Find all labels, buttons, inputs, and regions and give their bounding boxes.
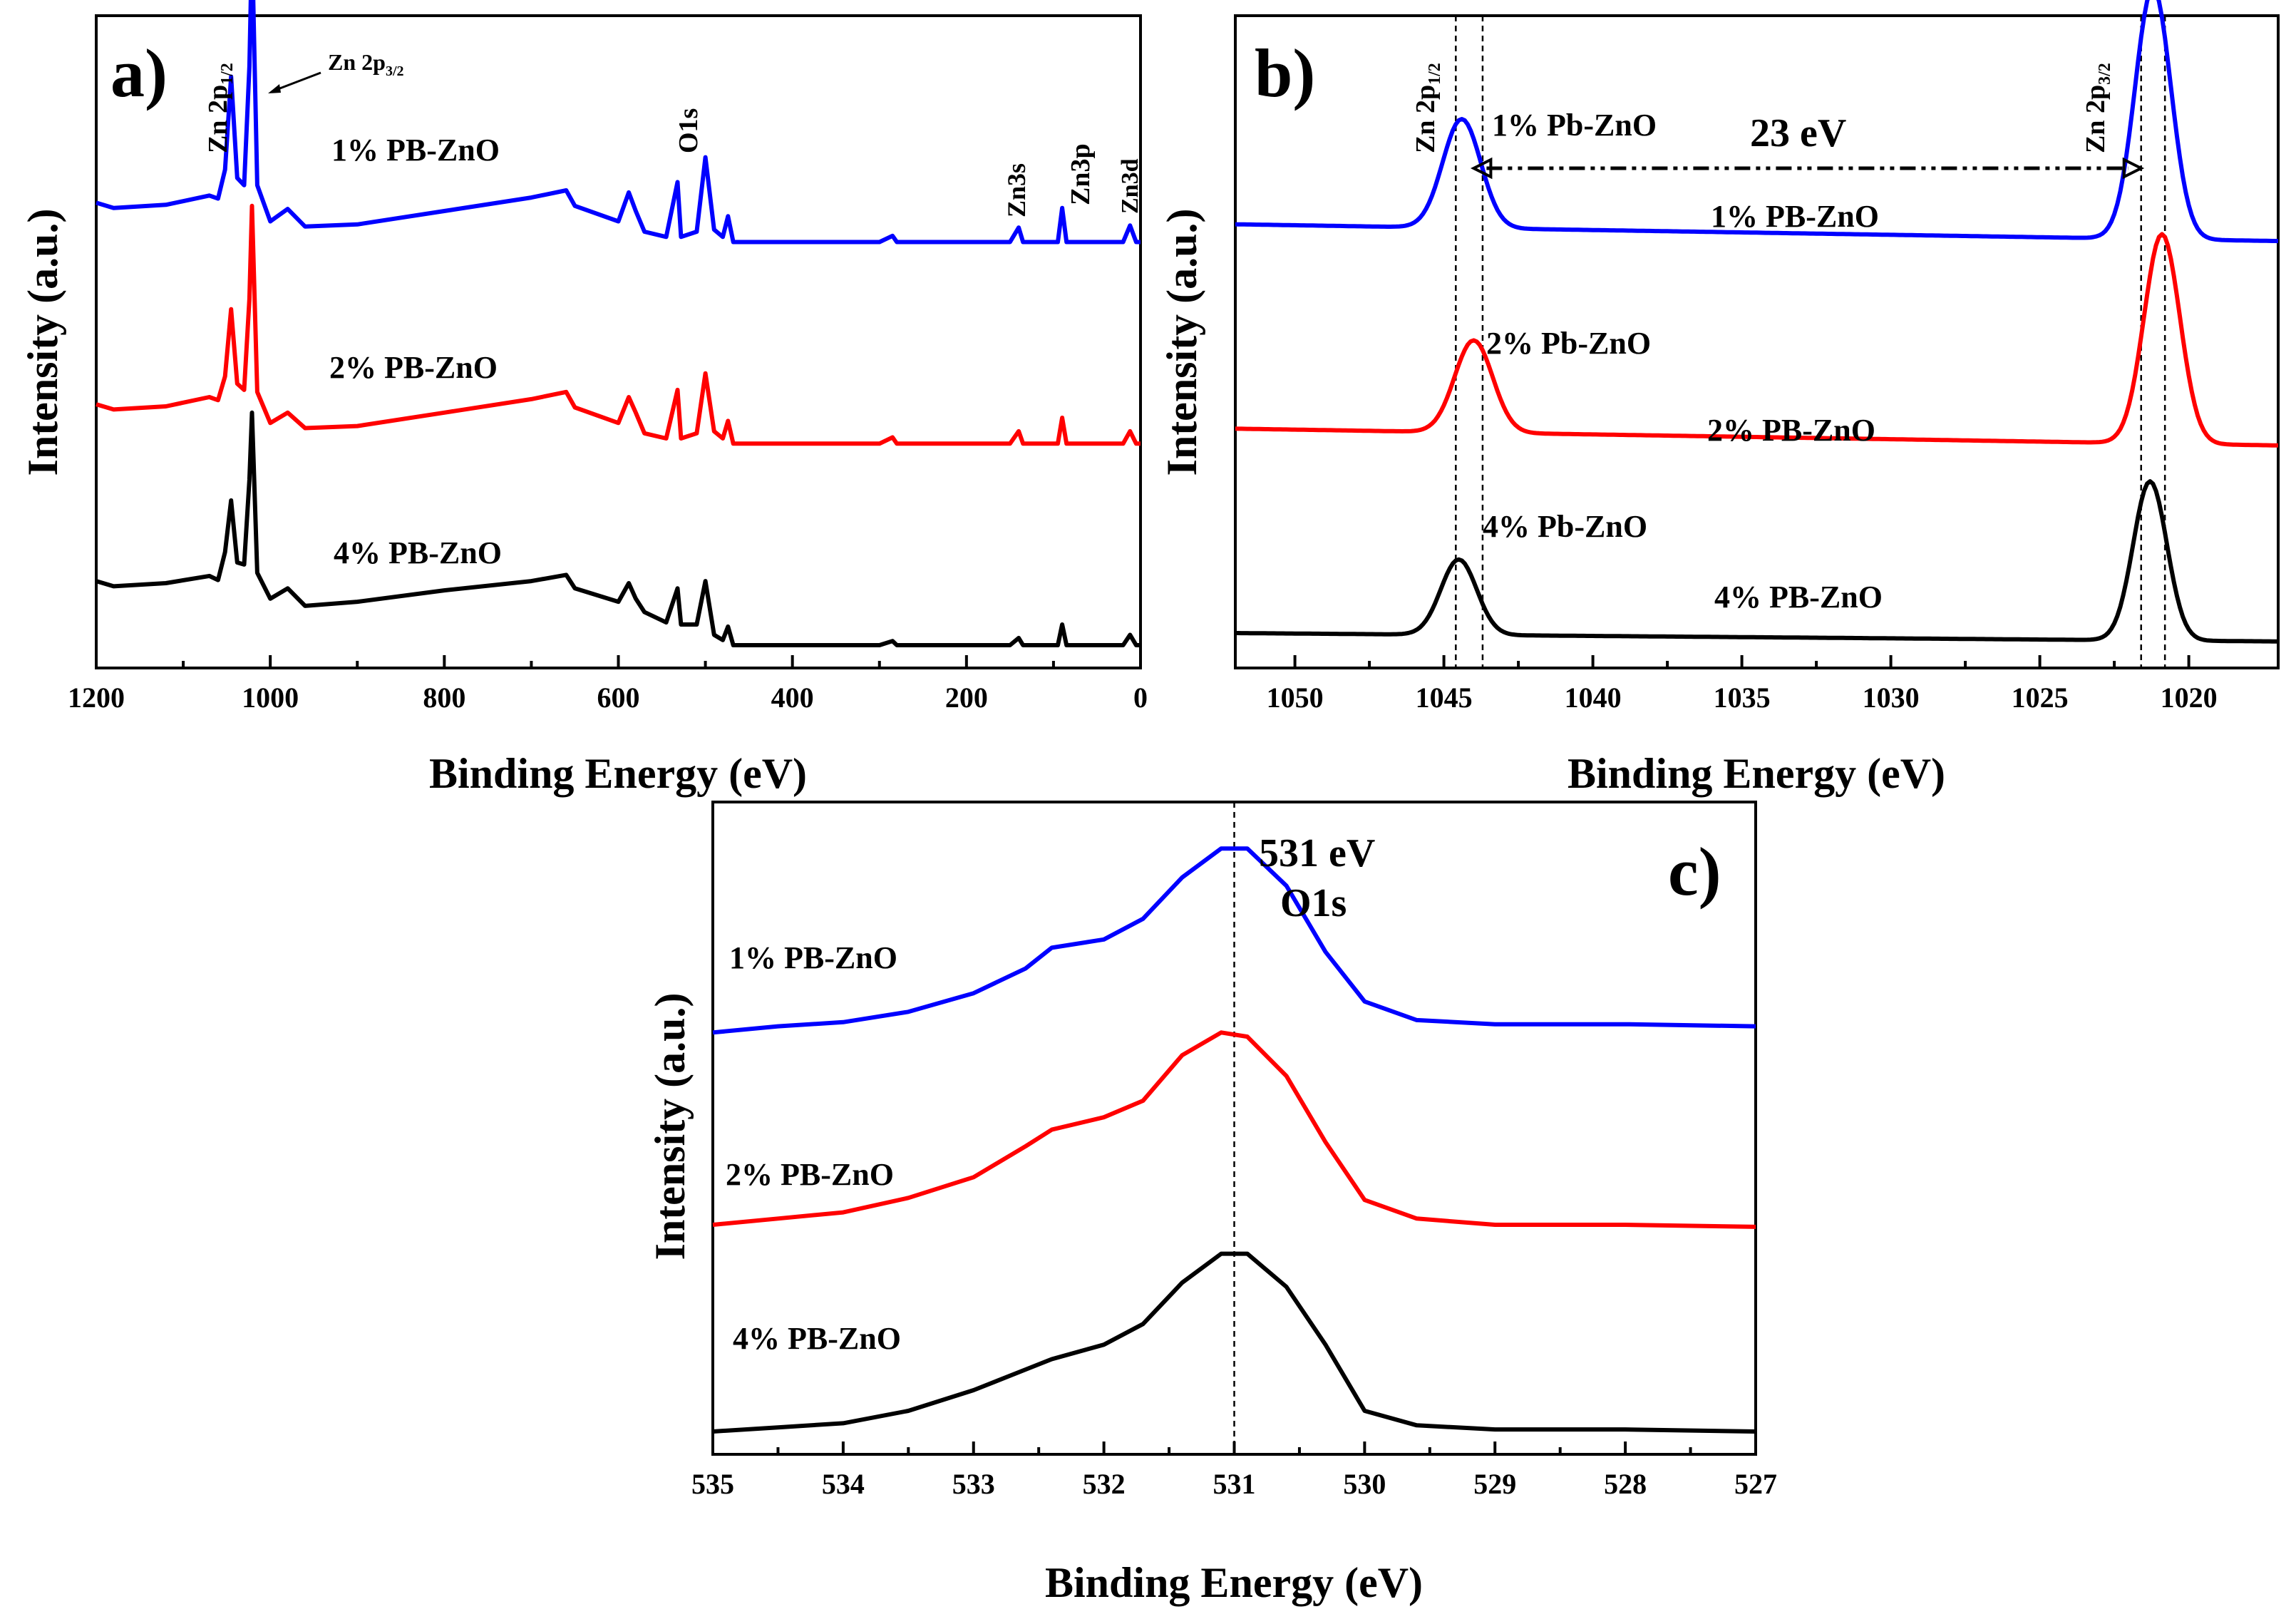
panel-b-tick-label: 1020 xyxy=(2161,682,2218,714)
panel-c-label-4pct: 4% PB-ZnO xyxy=(733,1321,901,1356)
panel-c-tick-label: 532 xyxy=(1083,1468,1126,1500)
panel-b-x-ticks: 1050 1045 1040 1035 1030 1025 1020 xyxy=(1267,655,2218,714)
panel-a-xlabel: Binding Energy (eV) xyxy=(429,750,807,797)
panel-a-series-1pct-pb-zno xyxy=(96,0,1141,245)
panel-c-xlabel: Binding Energy (eV) xyxy=(1045,1559,1423,1606)
panel-a-tick-label: 800 xyxy=(423,682,465,714)
panel-b-tick-label: 1040 xyxy=(1565,682,1622,714)
panel-a-tick-label: 600 xyxy=(597,682,640,714)
panel-a-tick-label: 0 xyxy=(1133,682,1148,714)
panel-b-zn2p12-label: Zn 2p1/2 xyxy=(1411,63,1444,153)
panel-a-o1s-label: O1s xyxy=(674,108,704,153)
panel-b-sublabel-4pct: 4% Pb-ZnO xyxy=(1483,509,1647,544)
panel-b-tick-label: 1030 xyxy=(1863,682,1920,714)
panel-b-arrowhead-left xyxy=(1470,157,1493,180)
panel-a-label-4pct: 4% PB-ZnO xyxy=(334,535,502,570)
panel-c-letter: c) xyxy=(1668,833,1721,910)
panel-b-label-4pct: 4% PB-ZnO xyxy=(1714,580,1883,615)
panel-a-tick-label: 1200 xyxy=(68,682,125,714)
panel-c-label-2pct: 2% PB-ZnO xyxy=(726,1157,894,1192)
panel-c-curves xyxy=(712,846,1756,1434)
panel-b-label-2pct: 2% PB-ZnO xyxy=(1707,413,1875,448)
panel-c-tick-label: 535 xyxy=(691,1468,734,1500)
panel-a-zn3s-label: Zn3s xyxy=(1002,163,1031,217)
panel-b-tick-label: 1025 xyxy=(2012,682,2069,714)
panel-b-splitting-arrow xyxy=(1470,157,2145,180)
panel-b-tick-label: 1035 xyxy=(1714,682,1771,714)
panel-c-tick-label: 527 xyxy=(1734,1468,1777,1500)
panel-c-series-2pct-pb-zno xyxy=(712,1030,1756,1229)
panel-b-frame xyxy=(1234,14,2280,669)
panel-c-x-ticks: 535 534 533 532 531 530 529 528 527 xyxy=(691,1441,1777,1500)
panel-b-curves xyxy=(1235,0,2279,644)
panel-c-tick-label: 528 xyxy=(1604,1468,1647,1500)
panel-a-tick-label: 200 xyxy=(945,682,988,714)
panel-c-tick-label: 531 xyxy=(1213,1468,1256,1500)
panel-c-ylabel: Intensity (a.u.) xyxy=(647,992,694,1260)
panel-b-series-1pct-pb-zno xyxy=(1235,0,2279,244)
panel-c-energy-label: 531 eV xyxy=(1259,831,1375,875)
panel-b-tick-label: 1050 xyxy=(1267,682,1324,714)
panel-b-sublabel-2pct: 2% Pb-ZnO xyxy=(1486,326,1651,361)
panel-c-series-4pct-pb-zno xyxy=(712,1251,1756,1434)
panel-b-splitting-label: 23 eV xyxy=(1750,111,1846,155)
panel-b-series-2pct-pb-zno xyxy=(1235,232,2279,448)
panel-a-ylabel: Intensity (a.u.) xyxy=(19,208,66,476)
panel-a: 1200 1000 800 600 400 200 0 a) Binding Energy … xyxy=(19,0,1148,797)
panel-b-tick-label: 1045 xyxy=(1416,682,1473,714)
panel-a-curves xyxy=(96,0,1141,647)
panel-a-zn3d-label: Zn3d xyxy=(1117,158,1143,214)
panel-a-tick-label: 1000 xyxy=(242,682,299,714)
panel-c-tick-label: 530 xyxy=(1343,1468,1386,1500)
panel-a-series-2pct-pb-zno xyxy=(96,203,1141,446)
panel-b-series-4pct-pb-zno xyxy=(1235,479,2278,644)
panel-c-series-1pct-pb-zno xyxy=(712,846,1756,1035)
panel-a-series-4pct-pb-zno xyxy=(96,410,1141,647)
panel-a-label-1pct: 1% PB-ZnO xyxy=(331,133,500,168)
panel-a-zn3p-label: Zn3p xyxy=(1066,143,1096,205)
panel-c-o1s-label: O1s xyxy=(1280,881,1347,925)
panel-a-label-2pct: 2% PB-ZnO xyxy=(329,350,498,385)
panel-a-zn2p32-arrowhead xyxy=(268,84,281,93)
panel-b-letter: b) xyxy=(1255,35,1315,111)
panel-a-zn2p32-arrow-line xyxy=(272,71,321,93)
panel-b-arrowhead-right xyxy=(2122,157,2145,180)
panel-a-x-ticks: 1200 1000 800 600 400 200 0 xyxy=(68,655,1148,714)
panel-c-tick-label: 534 xyxy=(822,1468,865,1500)
panel-c-label-1pct: 1% PB-ZnO xyxy=(729,940,897,975)
panel-a-zn2p32-label: Zn 2p3/2 xyxy=(328,49,404,79)
panel-c: 535 534 533 532 531 530 529 528 527 c) Binding E… xyxy=(647,801,1777,1606)
panel-c-tick-label: 533 xyxy=(952,1468,995,1500)
panel-a-tick-label: 400 xyxy=(771,682,814,714)
panel-b: 1050 1045 1040 1035 1030 1025 1020 b) Binding … xyxy=(1158,0,2280,797)
panel-a-frame xyxy=(95,14,1142,669)
panel-b-sublabel-1pct: 1% Pb-ZnO xyxy=(1492,108,1657,143)
panel-a-zn2p12-label: Zn 2p1/2 xyxy=(203,63,237,153)
panel-c-tick-label: 529 xyxy=(1473,1468,1516,1500)
panel-b-ylabel: Intensity (a.u.) xyxy=(1158,208,1205,476)
panel-b-label-1pct: 1% PB-ZnO xyxy=(1711,199,1879,234)
panel-b-zn2p32-label: Zn 2p3/2 xyxy=(2081,63,2114,153)
panel-b-xlabel: Binding Energy (eV) xyxy=(1567,750,1945,797)
panel-a-letter: a) xyxy=(110,35,168,111)
